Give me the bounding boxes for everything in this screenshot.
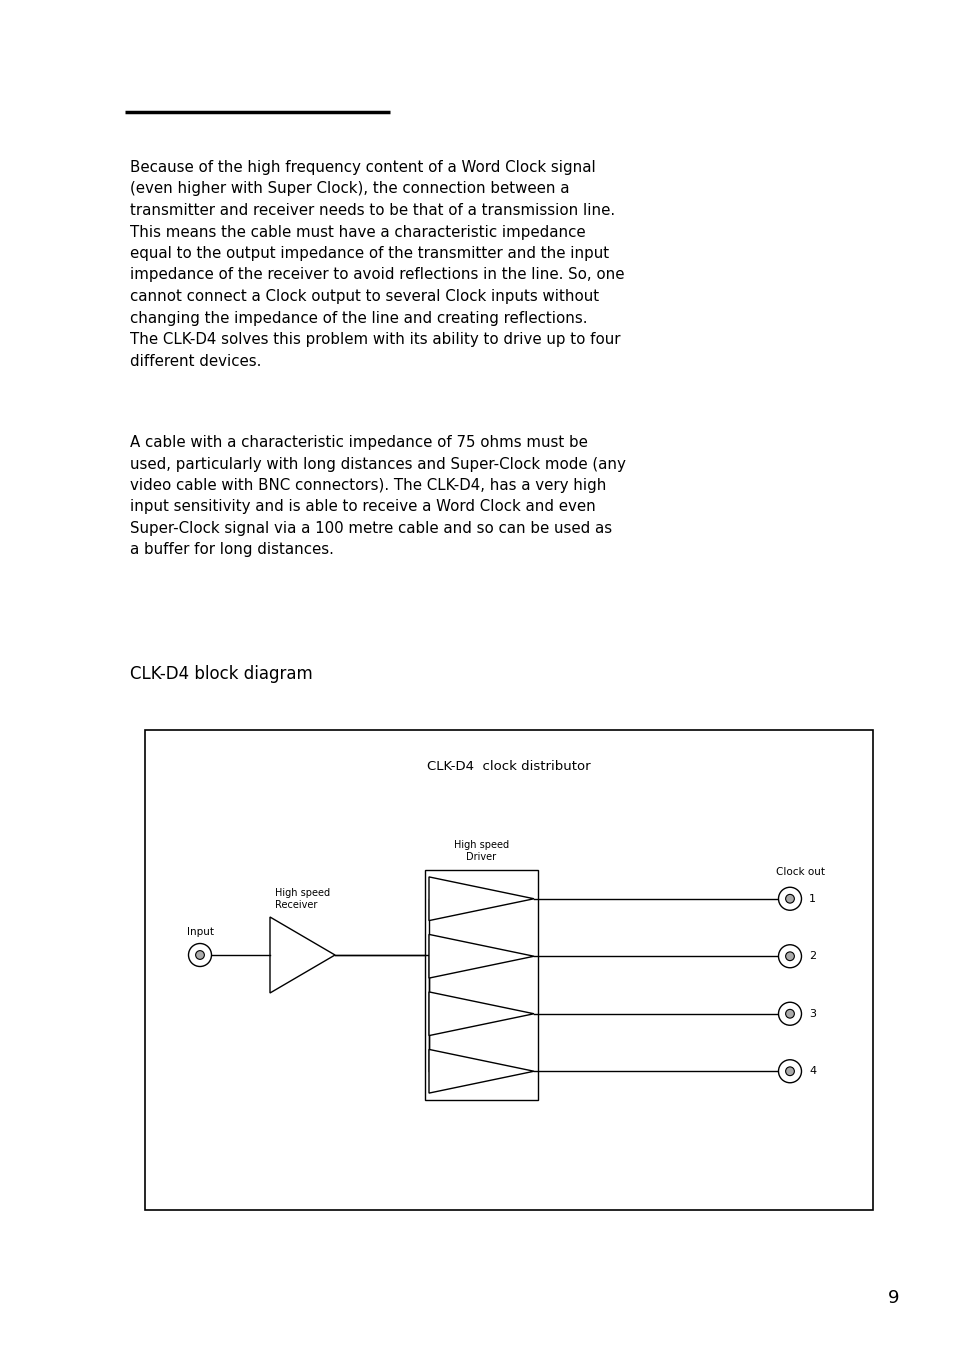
Circle shape [785,895,794,903]
Text: CLK-D4  clock distributor: CLK-D4 clock distributor [427,760,590,773]
Text: cannot connect a Clock output to several Clock inputs without: cannot connect a Clock output to several… [130,289,598,304]
Text: (even higher with Super Clock), the connection between a: (even higher with Super Clock), the conn… [130,181,569,196]
Bar [145,730,872,1210]
Circle shape [778,945,801,968]
Text: High speed
Driver: High speed Driver [454,841,509,863]
Circle shape [189,944,212,967]
Circle shape [195,950,204,960]
Circle shape [785,1010,794,1018]
Text: 1: 1 [808,894,815,903]
Circle shape [785,1067,794,1076]
Circle shape [778,1002,801,1025]
Polygon shape [429,934,534,977]
Text: High speed
Receiver: High speed Receiver [274,888,330,910]
Text: Because of the high frequency content of a Word Clock signal: Because of the high frequency content of… [130,160,595,174]
Polygon shape [270,917,335,992]
Circle shape [785,952,794,961]
Text: input sensitivity and is able to receive a Word Clock and even: input sensitivity and is able to receive… [130,499,595,515]
Text: 2: 2 [808,952,815,961]
Circle shape [778,887,801,910]
Text: Clock out: Clock out [775,867,823,876]
Text: different devices.: different devices. [130,353,261,369]
Text: CLK-D4 block diagram: CLK-D4 block diagram [130,665,313,683]
Text: A cable with a characteristic impedance of 75 ohms must be: A cable with a characteristic impedance … [130,435,587,450]
Text: equal to the output impedance of the transmitter and the input: equal to the output impedance of the tra… [130,246,608,261]
Text: Super-Clock signal via a 100 metre cable and so can be used as: Super-Clock signal via a 100 metre cable… [130,521,612,535]
Polygon shape [429,1049,534,1094]
Text: The CLK-D4 solves this problem with its ability to drive up to four: The CLK-D4 solves this problem with its … [130,333,619,347]
Bar [424,869,537,1101]
Text: used, particularly with long distances and Super-Clock mode (any: used, particularly with long distances a… [130,457,625,472]
Text: This means the cable must have a characteristic impedance: This means the cable must have a charact… [130,224,585,239]
Text: Input: Input [186,927,213,937]
Text: transmitter and receiver needs to be that of a transmission line.: transmitter and receiver needs to be tha… [130,203,615,218]
Circle shape [778,1060,801,1083]
Polygon shape [429,877,534,921]
Text: impedance of the receiver to avoid reflections in the line. So, one: impedance of the receiver to avoid refle… [130,268,624,283]
Text: a buffer for long distances.: a buffer for long distances. [130,542,334,557]
Text: 4: 4 [808,1067,815,1076]
Text: 3: 3 [808,1009,815,1019]
Text: changing the impedance of the line and creating reflections.: changing the impedance of the line and c… [130,311,587,326]
Polygon shape [429,992,534,1036]
Text: 9: 9 [886,1288,898,1307]
Text: video cable with BNC connectors). The CLK-D4, has a very high: video cable with BNC connectors). The CL… [130,479,606,493]
